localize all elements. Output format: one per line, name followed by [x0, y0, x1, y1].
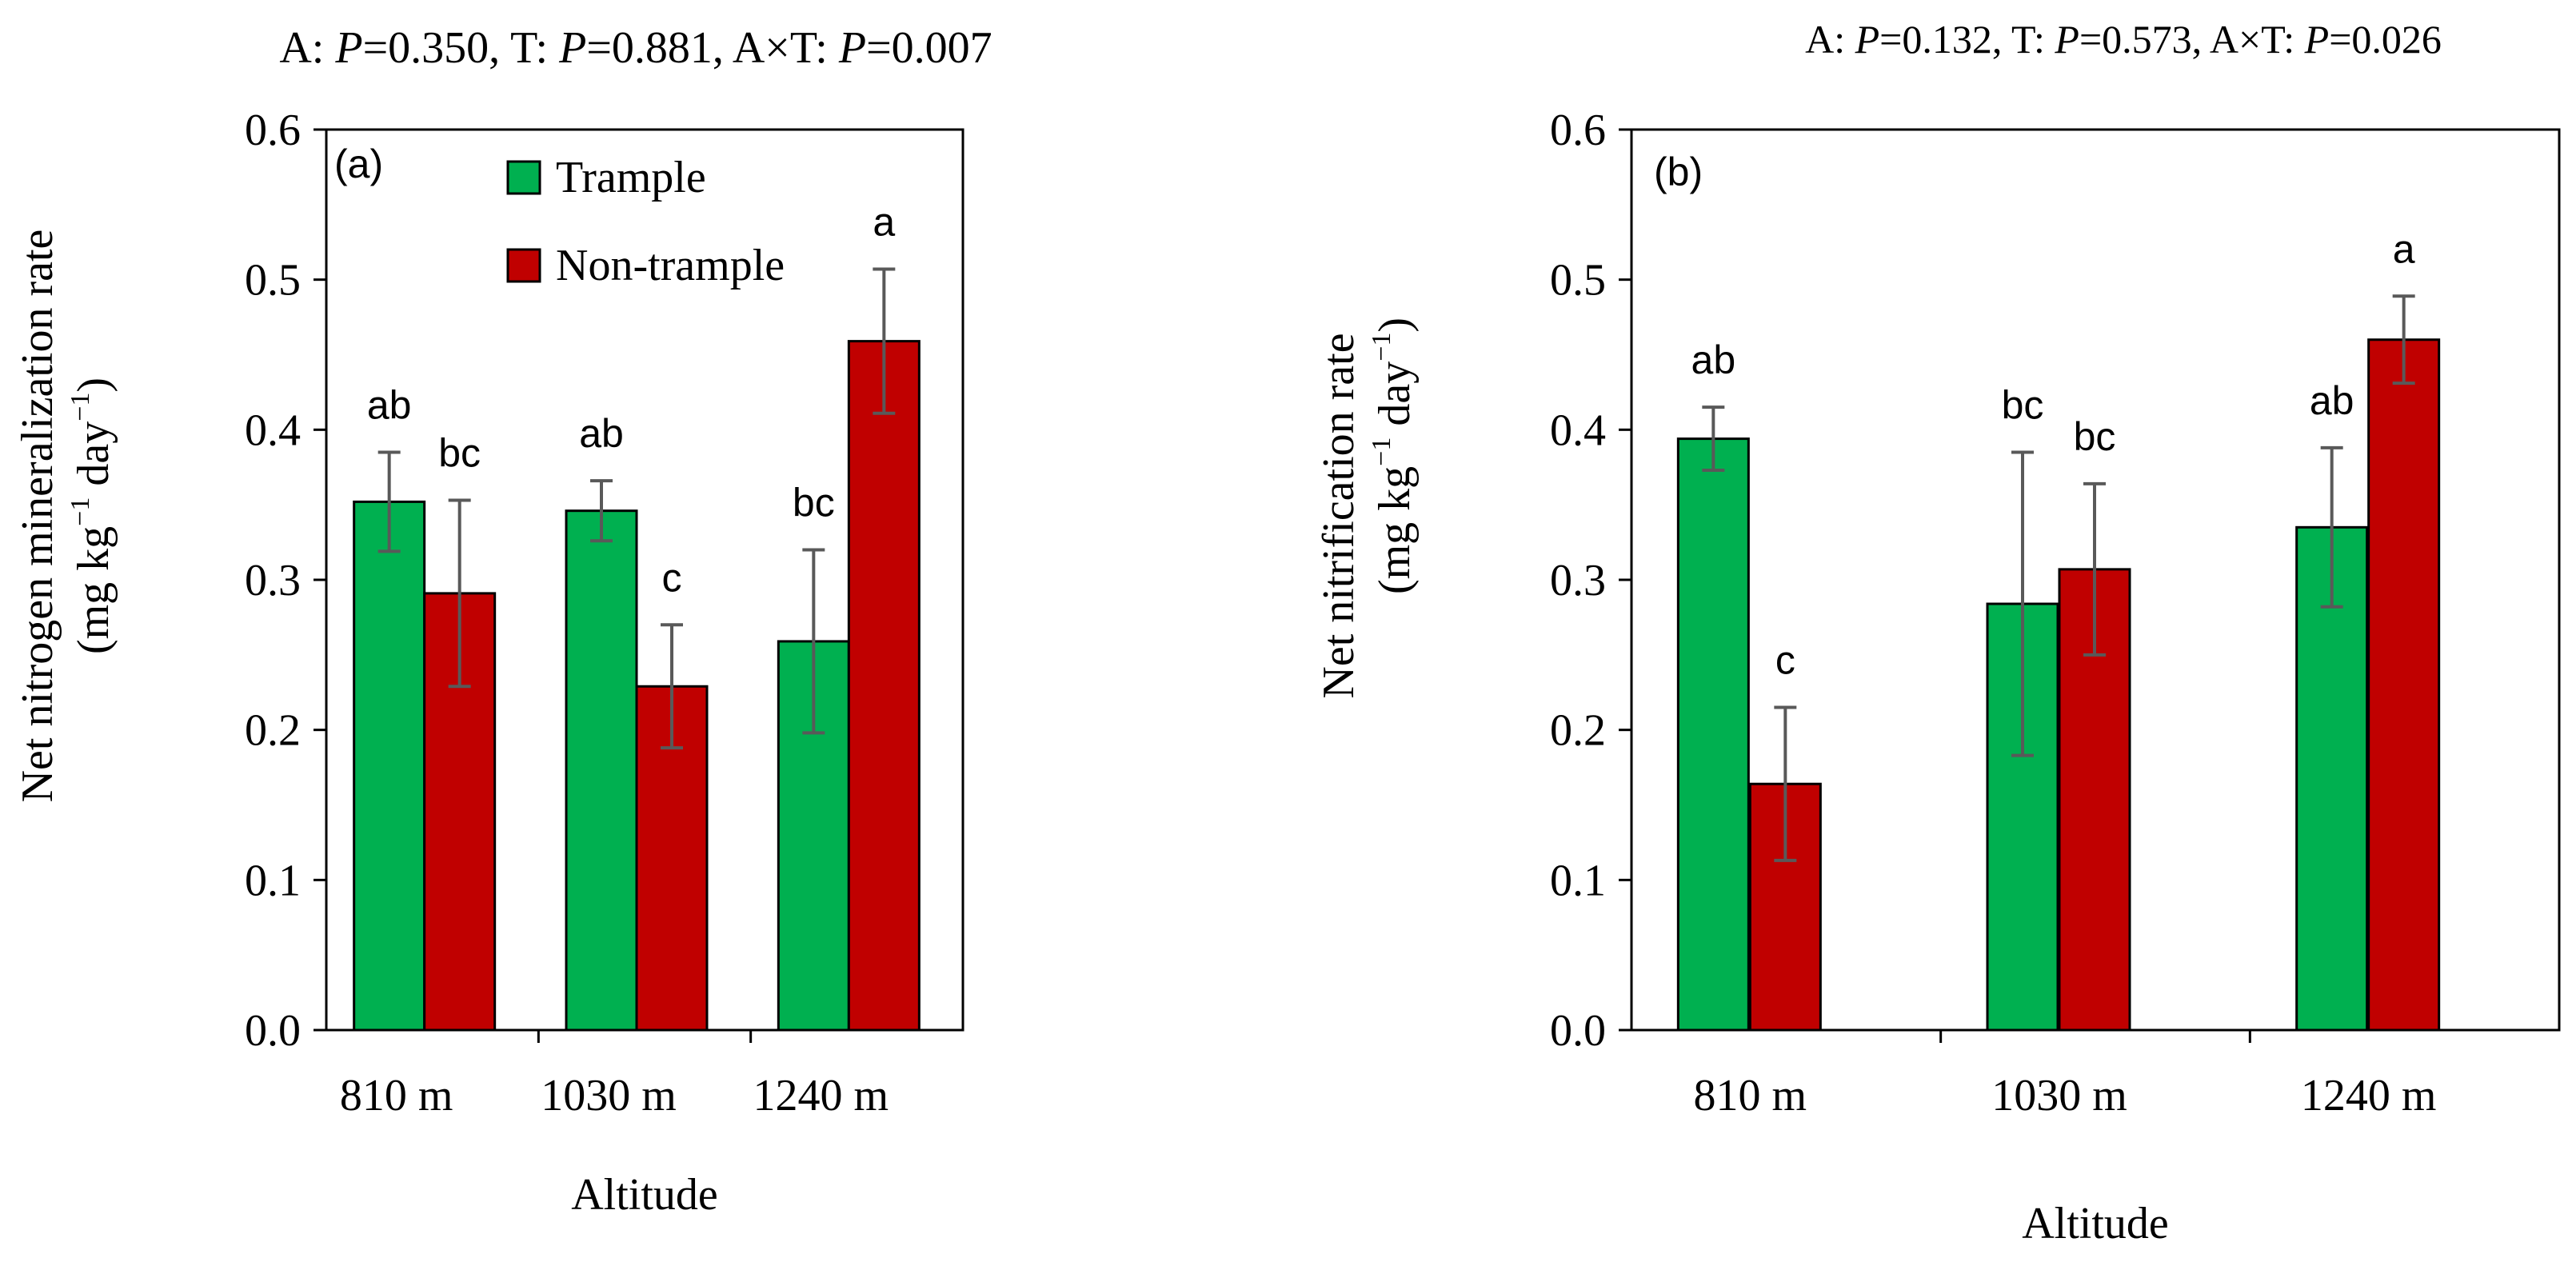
y-tick-label: 0.5: [245, 256, 301, 306]
y-tick-label: 0.3: [245, 556, 301, 605]
panel-b-plot: ab bc ab c bc a 0.0 0.1 0.2 0.3 0.4 0.5 0.6 810 m 1030…: [1550, 106, 2561, 1120]
y-tick-label: 0.1: [1550, 856, 1606, 905]
legend-trample-label: Trample: [556, 153, 706, 202]
panel-b-ylabel-line2: (mg kg−1 day−1): [1367, 317, 1420, 594]
panel-a-xlabel: Altitude: [571, 1170, 718, 1220]
x-tick-label: 1240 m: [2301, 1071, 2437, 1120]
y-tick-label: 0.2: [1550, 706, 1606, 756]
x-tick-label: 1240 m: [753, 1071, 889, 1120]
legend-non-trample-label: Non-trample: [556, 241, 785, 290]
y-tick-label: 0.1: [245, 856, 301, 905]
bar-trample-1: [353, 500, 426, 1032]
significance-letter: ab: [579, 411, 624, 456]
y-tick-label: 0.5: [1550, 256, 1606, 306]
panel-a-stats: A: P=0.350, T: P=0.881, A×T: P=0.007: [279, 23, 992, 73]
panel-a-ylabel-line1: Net nitrogen mineralization rate: [13, 230, 62, 803]
significance-letter: bc: [2074, 414, 2116, 459]
x-tick-label: 810 m: [340, 1071, 453, 1120]
significance-letter: ab: [367, 382, 412, 427]
significance-letter: bc: [438, 431, 481, 476]
panel-a-label: (a): [334, 142, 383, 186]
bar-trample-2: [565, 509, 638, 1032]
y-tick-label: 0.2: [245, 706, 301, 756]
legend-trample-swatch: [506, 160, 541, 195]
panel-a: A: P=0.350, T: P=0.881, A×T: P=0.007 Net…: [13, 23, 992, 1220]
panel-a-ylabel-line2: (mg kg−1 day−1): [66, 377, 118, 654]
x-tick-label: 1030 m: [1991, 1071, 2127, 1120]
significance-letter: a: [873, 200, 895, 245]
significance-letter: ab: [2310, 378, 2354, 423]
panel-b-xlabel: Altitude: [2022, 1199, 2169, 1248]
y-tick-label: 0.4: [1550, 405, 1606, 455]
significance-letter: c: [662, 555, 682, 600]
panel-b-label: (b): [1654, 150, 1703, 194]
legend-non-trample-swatch: [506, 248, 541, 283]
panel-b-stats: A: P=0.132, T: P=0.573, A×T: P=0.026: [1805, 17, 2442, 62]
x-tick-label: 1030 m: [541, 1071, 677, 1120]
panel-b: A: P=0.132, T: P=0.573, A×T: P=0.026 Net…: [1314, 17, 2561, 1248]
significance-letter: ab: [1691, 337, 1736, 382]
y-tick-label: 0.6: [1550, 106, 1606, 155]
bar-non-trample-3: [2367, 338, 2441, 1032]
significance-letter: c: [1775, 638, 1795, 683]
y-tick-label: 0.3: [1550, 556, 1606, 605]
y-tick-label: 0.4: [245, 405, 301, 455]
significance-letter: bc: [2002, 382, 2044, 427]
x-tick-label: 810 m: [1694, 1071, 1807, 1120]
significance-letter: bc: [793, 480, 835, 525]
panel-a-legend: Trample Non-trample: [506, 153, 785, 290]
significance-letter: a: [2393, 226, 2415, 271]
y-tick-label: 0.0: [1550, 1006, 1606, 1056]
bar-non-trample-3: [847, 340, 921, 1032]
bar-trample-1: [1676, 437, 1750, 1032]
y-tick-label: 0.6: [245, 106, 301, 155]
bar-trample-3: [2295, 525, 2369, 1032]
y-tick-label: 0.0: [245, 1006, 301, 1056]
panel-b-ylabel-line1: Net nitrification rate: [1314, 333, 1364, 698]
